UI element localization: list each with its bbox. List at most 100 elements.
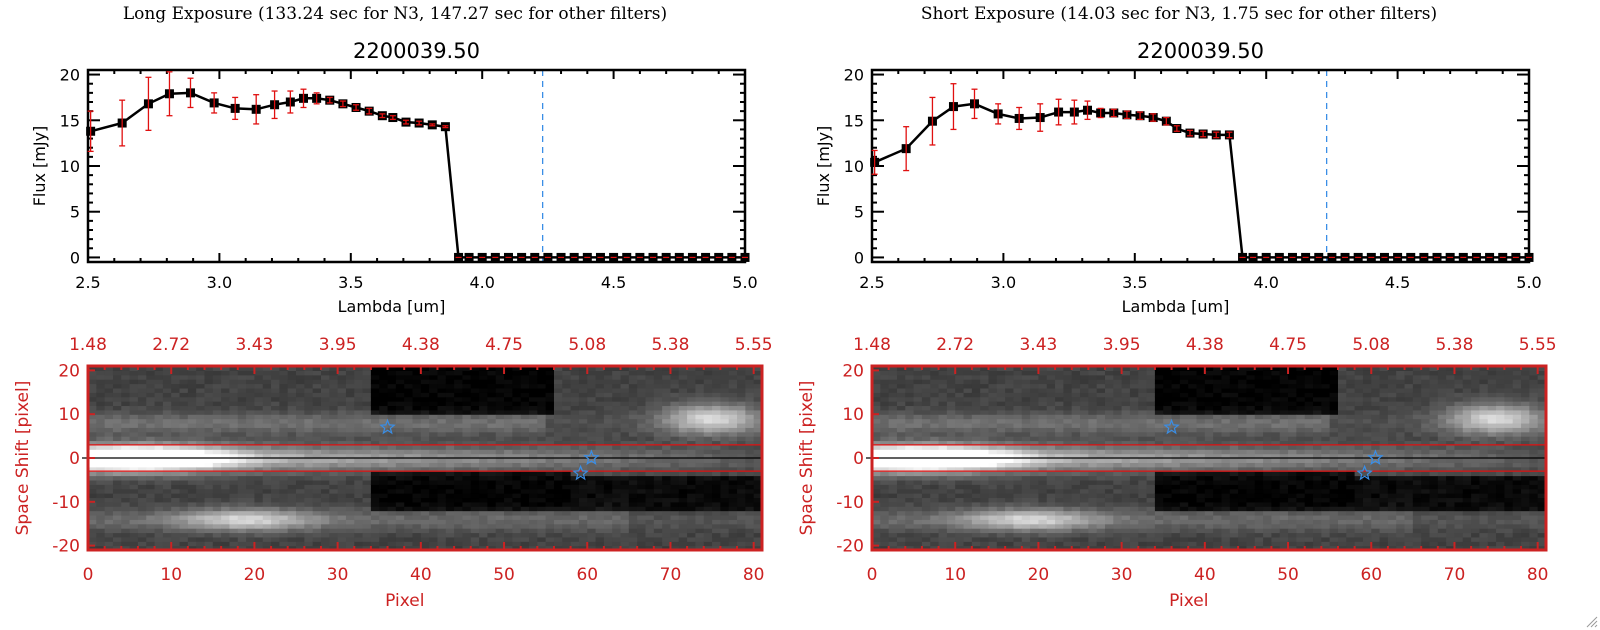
image-pixel bbox=[921, 523, 931, 529]
image-pixel bbox=[695, 523, 705, 529]
image-pixel bbox=[254, 396, 264, 402]
chart-title: 2200039.50 bbox=[1137, 39, 1264, 63]
image-pixel bbox=[620, 462, 630, 468]
image-pixel bbox=[603, 449, 613, 455]
image-pixel bbox=[946, 458, 956, 463]
image-pixel bbox=[946, 471, 956, 477]
image-pixel bbox=[913, 488, 923, 494]
image-pixel bbox=[420, 532, 430, 538]
image-pixel bbox=[279, 514, 289, 520]
image-pixel bbox=[603, 514, 613, 520]
image-pixel bbox=[728, 401, 738, 407]
image-pixel bbox=[246, 431, 256, 437]
image-pixel bbox=[121, 422, 131, 428]
image-pixel bbox=[395, 440, 405, 446]
image-pixel bbox=[187, 462, 197, 468]
image-pixel bbox=[129, 501, 139, 507]
image-pixel bbox=[154, 514, 164, 520]
image-pixel bbox=[753, 475, 763, 481]
image-pixel bbox=[703, 440, 713, 446]
image-pixel bbox=[395, 493, 405, 499]
image-pixel bbox=[645, 506, 655, 512]
image-pixel bbox=[955, 545, 965, 551]
image-pixel bbox=[1005, 523, 1015, 529]
image-pixel bbox=[395, 418, 405, 424]
image-pixel bbox=[971, 405, 981, 411]
image-pixel bbox=[454, 541, 464, 547]
image-pixel bbox=[146, 449, 156, 455]
image-pixel bbox=[670, 387, 680, 393]
image-pixel bbox=[104, 501, 114, 507]
image-pixel bbox=[645, 532, 655, 538]
image-pixel bbox=[612, 366, 622, 371]
image-pixel bbox=[337, 453, 347, 459]
image-pixel bbox=[880, 523, 890, 529]
image-pixel bbox=[595, 536, 605, 542]
image-pixel bbox=[520, 444, 530, 450]
image-pixel bbox=[154, 431, 164, 437]
image-pixel bbox=[1005, 462, 1015, 468]
image-pixel bbox=[104, 387, 114, 393]
image-pixel bbox=[495, 475, 505, 481]
image-pixel bbox=[1021, 414, 1031, 420]
image-pixel bbox=[146, 528, 156, 534]
image-pixel bbox=[179, 366, 189, 371]
image-pixel bbox=[437, 545, 447, 551]
image-pixel bbox=[570, 409, 580, 415]
image-pixel bbox=[537, 453, 547, 459]
image-pixel bbox=[237, 484, 247, 490]
image-pixel bbox=[587, 370, 597, 376]
image-pixel bbox=[254, 414, 264, 420]
image-pixel bbox=[988, 475, 998, 481]
image-pixel bbox=[337, 370, 347, 376]
image-pixel bbox=[537, 510, 547, 516]
image-pixel bbox=[988, 479, 998, 485]
image-pixel bbox=[872, 370, 881, 376]
image-pixel bbox=[479, 466, 489, 472]
image-pixel bbox=[296, 532, 305, 538]
image-pixel bbox=[429, 444, 439, 450]
image-pixel bbox=[963, 379, 973, 385]
image-pixel bbox=[112, 484, 122, 490]
image-pixel bbox=[445, 466, 455, 472]
image-pixel bbox=[479, 510, 489, 516]
image-pixel bbox=[578, 497, 588, 503]
image-pixel bbox=[479, 401, 489, 407]
image-pixel bbox=[620, 475, 630, 481]
image-pixel bbox=[271, 387, 280, 393]
image-pixel bbox=[379, 475, 389, 481]
image-pixel bbox=[1030, 422, 1040, 428]
image-pixel bbox=[545, 523, 555, 529]
image-pixel bbox=[988, 418, 998, 424]
image-pixel bbox=[880, 370, 890, 376]
image-pixel bbox=[212, 488, 222, 494]
image-pixel bbox=[279, 528, 289, 534]
image-pixel bbox=[221, 523, 231, 529]
image-pixel bbox=[578, 458, 588, 463]
image-pixel bbox=[1021, 514, 1031, 520]
image-pixel bbox=[1038, 528, 1048, 534]
image-pixel bbox=[320, 545, 330, 551]
image-pixel bbox=[595, 422, 605, 428]
image-pixel bbox=[678, 422, 688, 428]
image-pixel bbox=[637, 519, 647, 525]
image-pixel bbox=[913, 427, 923, 433]
image-pixel bbox=[913, 528, 923, 534]
image-pixel bbox=[1046, 379, 1056, 385]
image-pixel bbox=[1030, 387, 1040, 393]
image-pixel bbox=[980, 493, 990, 499]
image-pixel bbox=[1013, 462, 1023, 468]
image-pixel bbox=[529, 523, 538, 529]
image-pixel bbox=[320, 510, 330, 516]
image-pixel bbox=[462, 427, 472, 433]
image-pixel bbox=[703, 366, 713, 371]
image-pixel bbox=[404, 532, 414, 538]
image-pixel bbox=[712, 541, 721, 547]
image-pixel bbox=[154, 493, 164, 499]
image-pixel bbox=[196, 519, 206, 525]
image-pixel bbox=[204, 440, 214, 446]
image-pixel bbox=[337, 528, 347, 534]
image-pixel bbox=[628, 401, 638, 407]
error-bar bbox=[1055, 98, 1062, 126]
image-pixel bbox=[420, 514, 430, 520]
